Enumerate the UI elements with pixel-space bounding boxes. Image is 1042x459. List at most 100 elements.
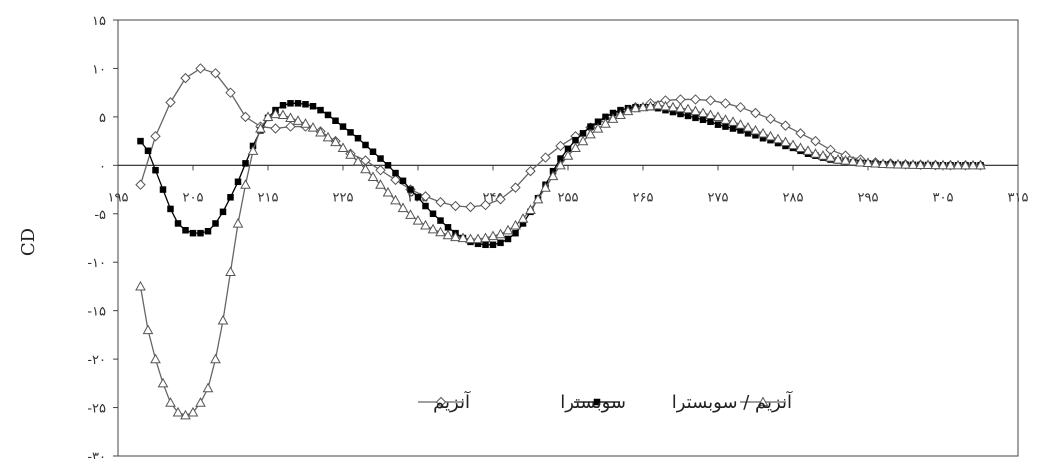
- x-tick-label: ۲۶۵: [633, 190, 654, 205]
- y-tick-label: ۵: [99, 111, 106, 126]
- y-tick-label: -۲۰: [87, 353, 106, 368]
- data-point: [242, 160, 249, 167]
- data-point: [219, 208, 227, 216]
- data-point: [682, 103, 694, 114]
- data-point: [810, 148, 821, 158]
- data-point: [277, 109, 289, 120]
- data-point: [172, 406, 184, 417]
- data-point: [765, 130, 776, 141]
- data-point: [354, 134, 362, 142]
- data-point: [210, 68, 221, 79]
- data-point: [367, 171, 379, 182]
- data-point: [435, 396, 447, 408]
- x-tick-label: ۳۱۵: [1008, 190, 1029, 205]
- data-point: [802, 145, 814, 155]
- y-tick-label: -۱۰: [87, 256, 106, 271]
- data-point: [652, 99, 664, 110]
- x-tick-label: ۲۰۵: [183, 190, 204, 205]
- data-point: [322, 131, 334, 142]
- y-tick-label: ۱۵: [92, 14, 106, 29]
- data-point: [593, 398, 601, 406]
- data-point: [412, 215, 424, 225]
- data-point: [427, 223, 439, 234]
- data-point: [435, 226, 446, 237]
- data-point: [787, 139, 799, 150]
- data-point: [422, 202, 429, 210]
- data-point: [690, 94, 701, 105]
- data-point: [705, 95, 716, 106]
- data-point: [727, 116, 739, 126]
- data-point: [750, 124, 761, 135]
- data-point: [142, 324, 154, 335]
- data-point: [360, 163, 371, 174]
- data-point: [645, 100, 656, 111]
- data-point: [937, 159, 949, 170]
- data-point: [270, 123, 281, 134]
- data-point: [435, 196, 446, 208]
- data-point: [772, 133, 784, 144]
- data-point: [217, 314, 229, 325]
- data-point: [285, 112, 296, 122]
- data-point: [347, 129, 354, 136]
- data-point: [735, 119, 746, 129]
- series-3: [135, 99, 986, 420]
- data-point: [384, 162, 392, 169]
- y-tick-label: -۵: [94, 208, 106, 223]
- y-tick-label: ۱۰: [92, 62, 106, 77]
- data-point: [735, 101, 746, 113]
- data-point: [480, 199, 491, 211]
- data-point: [712, 111, 724, 121]
- data-point: [345, 149, 356, 159]
- data-point: [780, 120, 791, 131]
- data-point: [429, 210, 437, 218]
- data-point: [570, 142, 581, 152]
- data-point: [705, 109, 716, 120]
- data-point: [667, 101, 679, 112]
- data-point: [180, 72, 191, 84]
- data-point: [855, 156, 866, 167]
- data-point: [465, 201, 476, 213]
- data-point: [502, 224, 514, 235]
- data-point: [562, 150, 574, 160]
- data-point: [465, 233, 476, 244]
- data-point: [832, 153, 844, 164]
- data-point: [600, 118, 611, 128]
- x-tick-label: ۲۹۵: [858, 190, 879, 205]
- data-point: [420, 219, 431, 230]
- x-tick-label: ۱۹۵: [108, 190, 129, 205]
- data-point: [255, 122, 266, 133]
- data-point: [517, 213, 529, 223]
- legend-label: آنزیم: [433, 390, 471, 413]
- data-point: [135, 179, 146, 190]
- series-line: [139, 102, 981, 246]
- legend-item: آنزیم: [418, 390, 471, 413]
- data-point: [512, 229, 519, 237]
- data-point: [660, 100, 671, 111]
- data-point: [457, 232, 469, 243]
- data-point: [135, 280, 146, 291]
- legend: آنزیم سوبسترا آنزیم / سوبسترا: [418, 390, 793, 413]
- data-point: [287, 100, 294, 107]
- data-point: [722, 123, 729, 130]
- plot-frame: [117, 19, 1019, 457]
- data-point: [540, 182, 551, 192]
- data-point: [307, 122, 319, 132]
- data-point: [399, 177, 407, 185]
- data-point: [615, 109, 626, 120]
- data-point: [915, 159, 926, 169]
- data-point: [450, 231, 461, 242]
- data-point: [862, 157, 874, 168]
- data-point: [579, 130, 587, 137]
- y-tick-label: ۰: [99, 159, 106, 174]
- data-point: [382, 186, 394, 197]
- data-point: [547, 170, 559, 181]
- data-point: [227, 194, 234, 201]
- legend-item: آنزیم / سوبسترا: [672, 390, 793, 413]
- data-point: [212, 220, 219, 227]
- data-point: [630, 102, 641, 113]
- data-point: [510, 219, 521, 230]
- data-point: [720, 98, 731, 109]
- data-point: [587, 123, 594, 130]
- data-point: [362, 141, 369, 149]
